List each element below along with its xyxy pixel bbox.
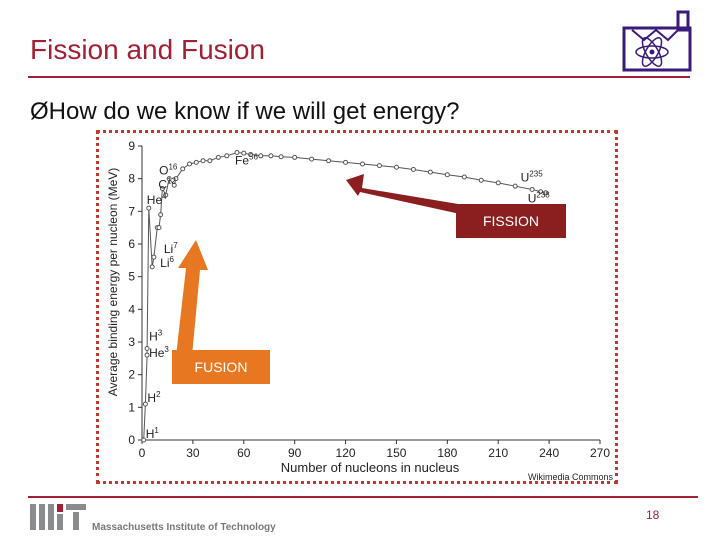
y-tick-label: 2 (128, 368, 135, 382)
data-point (141, 437, 147, 443)
isotope-label: Fe56 (235, 153, 258, 168)
y-tick-label: 8 (128, 172, 135, 186)
fusion-arrow (176, 240, 208, 356)
fusion-label: FUSION (195, 359, 248, 375)
isotope-label: U238 (528, 191, 551, 206)
data-point (156, 225, 162, 231)
bullet-text: How do we know if we will get energy? (48, 98, 460, 125)
isotope-label: He4 (147, 192, 167, 207)
x-tick-label: 30 (186, 446, 200, 460)
data-point (292, 154, 298, 160)
data-point (543, 190, 549, 196)
fusion-label-box (172, 350, 270, 384)
data-point (529, 186, 535, 192)
data-point (410, 167, 416, 173)
y-tick-label: 0 (128, 433, 135, 447)
title-rule (28, 76, 690, 78)
x-tick-label: 60 (237, 446, 251, 460)
data-point (166, 176, 172, 182)
isotope-label: H3 (149, 329, 163, 344)
data-point (461, 174, 467, 180)
x-tick-label: 210 (488, 446, 508, 460)
data-point (478, 177, 484, 183)
data-point (538, 189, 544, 195)
data-point (268, 153, 274, 159)
slide-title: Fission and Fusion (30, 34, 266, 65)
bullet-marker: Ø (30, 98, 49, 125)
isotope-label: H2 (147, 390, 161, 405)
attribution: Wikimedia Commons (528, 472, 614, 482)
y-tick-label: 9 (128, 139, 135, 153)
data-point (215, 154, 221, 160)
y-tick-label: 4 (128, 302, 135, 316)
data-point (309, 156, 315, 162)
data-point (142, 401, 148, 407)
data-point (224, 153, 230, 159)
data-point (512, 183, 518, 189)
y-tick-label: 7 (128, 204, 135, 218)
data-point (360, 161, 366, 167)
fission-label-box (456, 204, 566, 238)
series-line (143, 152, 546, 441)
data-point (258, 153, 264, 159)
data-point (144, 352, 150, 358)
isotope-label: H1 (146, 426, 160, 441)
data-point (193, 159, 199, 165)
data-point (173, 176, 179, 182)
x-tick-label: 0 (139, 446, 146, 460)
data-point (200, 158, 206, 164)
x-tick-label: 270 (590, 446, 610, 460)
data-point (248, 151, 254, 157)
data-point (495, 180, 501, 186)
bullet-question: ØHow do we know if we will get energy? (30, 98, 460, 126)
data-point (144, 346, 150, 352)
data-point (393, 164, 399, 170)
y-tick-label: 3 (128, 335, 135, 349)
isotope-label: He3 (149, 345, 169, 360)
data-point (149, 264, 155, 270)
data-point (427, 169, 433, 175)
x-axis-label: Number of nucleons in nucleus (281, 460, 460, 475)
footer-rule (28, 496, 698, 498)
y-tick-label: 5 (128, 270, 135, 284)
data-point (171, 182, 177, 188)
data-point (146, 205, 152, 211)
x-tick-label: 150 (386, 446, 406, 460)
page-number: 18 (646, 508, 660, 522)
isotope-label: C12 (158, 176, 176, 191)
data-point (444, 172, 450, 178)
data-point (163, 192, 169, 198)
isotope-label: Li6 (160, 255, 174, 270)
data-point (376, 163, 382, 169)
data-point (241, 150, 247, 156)
data-point (234, 150, 240, 156)
y-axis-label: Average binding energy per nucleon (MeV) (106, 168, 120, 397)
fission-label: FISSION (483, 213, 539, 229)
chart-frame (96, 130, 618, 484)
footer-org: Massachusetts Institute of Technology (92, 522, 276, 533)
data-point (151, 254, 157, 260)
x-tick-label: 180 (437, 446, 457, 460)
data-point (343, 159, 349, 165)
x-tick-label: 120 (336, 446, 356, 460)
y-tick-label: 6 (128, 237, 135, 251)
data-point (158, 212, 164, 218)
data-point (180, 166, 186, 172)
mit-logo-icon (30, 504, 86, 530)
isotope-label: O16 (159, 163, 178, 178)
isotope-label: Li7 (164, 241, 178, 256)
data-point (186, 161, 192, 167)
x-tick-label: 240 (539, 446, 559, 460)
isotope-label: U235 (521, 170, 544, 185)
x-tick-label: 90 (288, 446, 302, 460)
data-point (207, 158, 213, 164)
data-point (278, 154, 284, 160)
y-tick-label: 1 (128, 400, 135, 414)
data-point (159, 185, 165, 191)
data-point (326, 158, 332, 164)
nuclear-logo-icon (622, 10, 692, 72)
